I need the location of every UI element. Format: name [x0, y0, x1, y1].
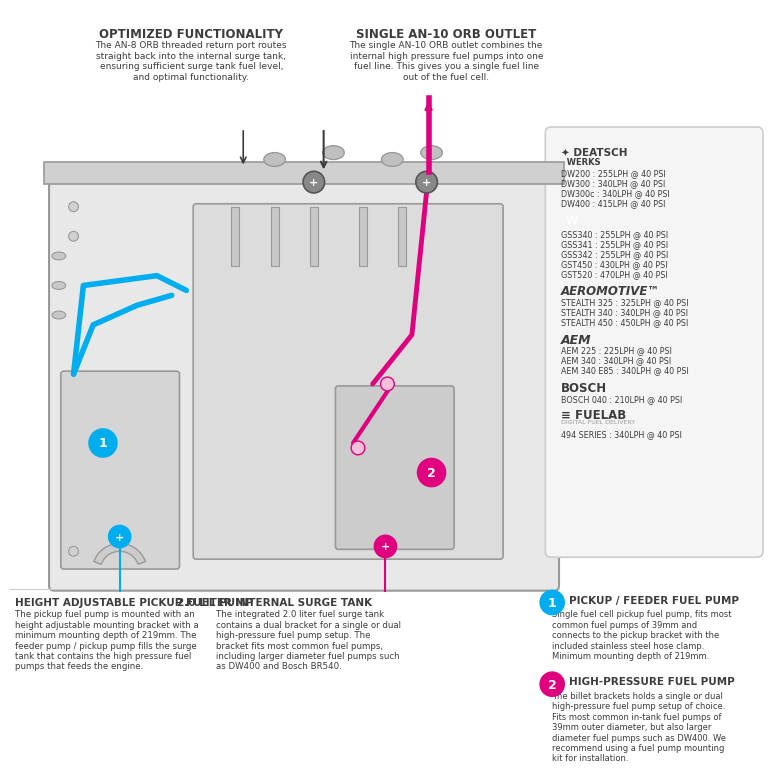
Text: SINGLE AN-10 ORB OUTLET: SINGLE AN-10 ORB OUTLET — [356, 27, 537, 41]
Text: +: + — [115, 533, 124, 543]
Ellipse shape — [52, 252, 66, 260]
Bar — [44, 162, 564, 184]
Text: AEM 340 : 340LPH @ 40 PSI: AEM 340 : 340LPH @ 40 PSI — [561, 356, 671, 365]
Text: +: + — [422, 178, 431, 188]
Ellipse shape — [323, 146, 344, 159]
Text: GST520 : 470LPH @ 40 PSI: GST520 : 470LPH @ 40 PSI — [561, 270, 668, 278]
Text: AEM: AEM — [561, 334, 591, 347]
Text: OPTIMIZED FUNCTIONALITY: OPTIMIZED FUNCTIONALITY — [99, 27, 283, 41]
Text: DW300c : 340LPH @ 40 PSI: DW300c : 340LPH @ 40 PSI — [561, 189, 670, 198]
Circle shape — [541, 672, 564, 696]
Ellipse shape — [381, 153, 403, 166]
Text: The integrated 2.0 liter fuel surge tank
contains a dual bracket for a single or: The integrated 2.0 liter fuel surge tank… — [216, 611, 401, 672]
Text: GST450 : 430LPH @ 40 PSI: GST450 : 430LPH @ 40 PSI — [561, 260, 668, 269]
Text: WERKS: WERKS — [561, 158, 601, 166]
Circle shape — [303, 172, 324, 193]
Bar — [232, 207, 239, 266]
FancyBboxPatch shape — [335, 386, 454, 549]
Text: DIGITAL FUEL DELIVERY: DIGITAL FUEL DELIVERY — [561, 420, 635, 425]
Text: +: + — [381, 542, 390, 552]
Text: 2.0 LITER INTERNAL SURGE TANK: 2.0 LITER INTERNAL SURGE TANK — [177, 597, 372, 608]
Text: 1: 1 — [548, 597, 557, 610]
Text: STEALTH 325 : 325LPH @ 40 PSI: STEALTH 325 : 325LPH @ 40 PSI — [561, 298, 689, 307]
Text: HEIGHT ADJUSTABLE PICKUP FUEL PUMP: HEIGHT ADJUSTABLE PICKUP FUEL PUMP — [15, 597, 253, 608]
Circle shape — [89, 429, 117, 457]
Circle shape — [381, 377, 394, 391]
Text: PICKUP / FEEDER FUEL PUMP: PICKUP / FEEDER FUEL PUMP — [569, 596, 739, 605]
Text: Single fuel cell pickup fuel pump, fits most
common fuel pumps of 39mm and
conne: Single fuel cell pickup fuel pump, fits … — [552, 611, 732, 661]
Bar — [271, 207, 278, 266]
Ellipse shape — [420, 146, 442, 159]
Text: AEM 340 E85 : 340LPH @ 40 PSI: AEM 340 E85 : 340LPH @ 40 PSI — [561, 367, 689, 375]
Bar — [399, 207, 406, 266]
Wedge shape — [94, 544, 145, 564]
Text: STEALTH 340 : 340LPH @ 40 PSI: STEALTH 340 : 340LPH @ 40 PSI — [561, 308, 688, 317]
Circle shape — [418, 459, 445, 487]
Text: ≡ FUELAB: ≡ FUELAB — [561, 409, 626, 421]
Text: BOSCH 040 : 210LPH @ 40 PSI: BOSCH 040 : 210LPH @ 40 PSI — [561, 395, 682, 404]
Text: 2: 2 — [548, 679, 557, 692]
Circle shape — [374, 536, 396, 557]
Text: AEM 225 : 225LPH @ 40 PSI: AEM 225 : 225LPH @ 40 PSI — [561, 346, 672, 356]
Text: DW200 : 255LPH @ 40 PSI: DW200 : 255LPH @ 40 PSI — [561, 169, 666, 179]
Text: HIGH-PRESSURE FUEL PUMP: HIGH-PRESSURE FUEL PUMP — [569, 677, 735, 687]
Ellipse shape — [264, 153, 285, 166]
Circle shape — [69, 232, 79, 241]
Bar — [561, 215, 583, 226]
FancyBboxPatch shape — [545, 127, 763, 557]
Text: +: + — [309, 178, 318, 188]
Circle shape — [69, 202, 79, 211]
FancyBboxPatch shape — [49, 168, 559, 590]
Circle shape — [69, 546, 79, 556]
Text: AEROMOTIVE™: AEROMOTIVE™ — [561, 285, 660, 299]
Text: 1: 1 — [98, 438, 108, 451]
Text: 494 SERIES : 340LPH @ 40 PSI: 494 SERIES : 340LPH @ 40 PSI — [561, 431, 682, 439]
Text: W: W — [566, 215, 578, 225]
Text: 2: 2 — [427, 467, 436, 480]
Ellipse shape — [52, 311, 66, 319]
Text: The billet brackets holds a single or dual
high-pressure fuel pump setup of choi: The billet brackets holds a single or du… — [552, 692, 726, 764]
FancyBboxPatch shape — [193, 204, 503, 559]
Circle shape — [109, 526, 130, 548]
Bar — [310, 207, 317, 266]
Text: The pickup fuel pump is mounted with an
height adjustable mounting bracket with : The pickup fuel pump is mounted with an … — [15, 611, 198, 672]
Text: The AN-8 ORB threaded return port routes
straight back into the internal surge t: The AN-8 ORB threaded return port routes… — [95, 41, 287, 82]
Circle shape — [541, 590, 564, 615]
Text: The single AN-10 ORB outlet combines the
internal high pressure fuel pumps into : The single AN-10 ORB outlet combines the… — [349, 41, 543, 82]
Text: GSS342 : 255LPH @ 40 PSI: GSS342 : 255LPH @ 40 PSI — [561, 250, 668, 259]
Text: GSS341 : 255LPH @ 40 PSI: GSS341 : 255LPH @ 40 PSI — [561, 240, 668, 250]
Bar — [359, 207, 367, 266]
Text: ✦ DEATSCH: ✦ DEATSCH — [561, 147, 627, 158]
Text: DW300 : 340LPH @ 40 PSI: DW300 : 340LPH @ 40 PSI — [561, 179, 665, 188]
Text: BOSCH: BOSCH — [561, 382, 607, 395]
Circle shape — [416, 172, 438, 193]
Text: GSS340 : 255LPH @ 40 PSI: GSS340 : 255LPH @ 40 PSI — [561, 230, 668, 239]
Text: STEALTH 450 : 450LPH @ 40 PSI: STEALTH 450 : 450LPH @ 40 PSI — [561, 318, 688, 327]
Circle shape — [351, 441, 365, 455]
Text: DW400 : 415LPH @ 40 PSI: DW400 : 415LPH @ 40 PSI — [561, 199, 665, 207]
Ellipse shape — [52, 282, 66, 289]
FancyBboxPatch shape — [61, 371, 179, 569]
